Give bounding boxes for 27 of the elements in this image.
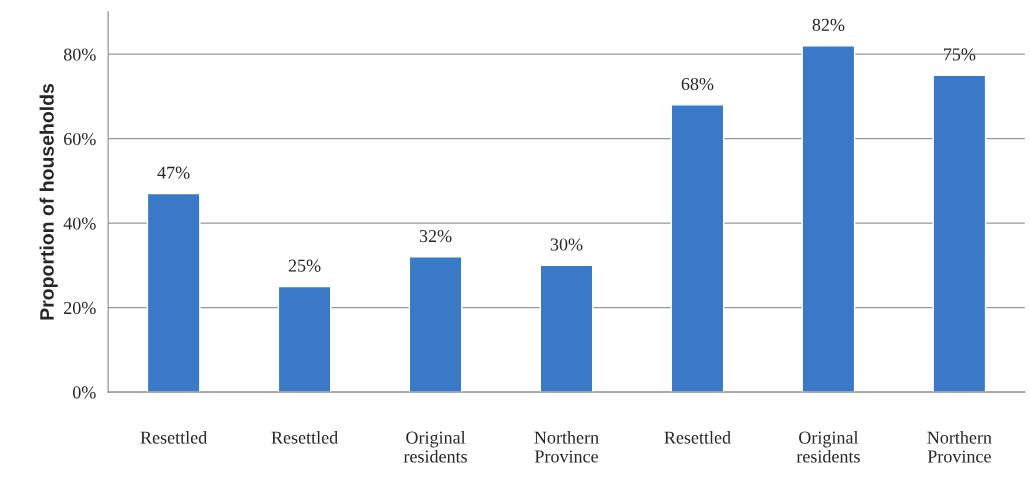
bar (670, 104, 725, 393)
bar (932, 74, 987, 393)
bar (801, 45, 856, 393)
data-label: 82% (812, 18, 845, 31)
y-tick-label: 60% (64, 132, 96, 146)
y-tick-label: 20% (64, 301, 96, 315)
x-tick-label: Northern Province (927, 430, 992, 463)
x-tick-label: Resettled (140, 430, 207, 444)
y-tick-label: 0% (72, 386, 96, 399)
data-label: 68% (681, 77, 714, 91)
x-tick-label: Resettled (664, 430, 731, 444)
data-label: 32% (419, 229, 452, 243)
data-label: 75% (944, 48, 976, 61)
x-tick-label: Northern Province (534, 430, 599, 463)
y-tick-label: 40% (63, 217, 96, 230)
bar (408, 256, 463, 393)
bar (277, 285, 332, 393)
y-tick-label: 80% (63, 48, 96, 61)
x-tick-label: Resettled (271, 430, 338, 444)
data-label: 47% (157, 166, 190, 179)
data-label: 30% (550, 238, 583, 251)
y-axis-title: Proportion of households (39, 83, 58, 320)
bar (539, 264, 594, 393)
bar (146, 192, 201, 393)
data-label: 25% (288, 259, 321, 272)
x-tick-label: Original residents (403, 430, 467, 463)
x-tick-label: Original residents (796, 430, 860, 463)
